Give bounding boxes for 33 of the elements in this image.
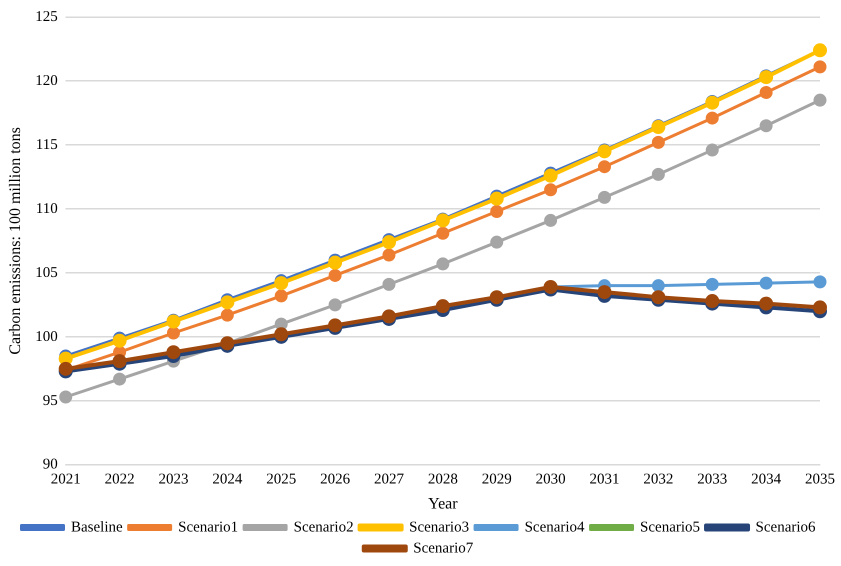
x-tick-label: 2023 (158, 472, 188, 488)
x-tick-label: 2032 (643, 472, 674, 488)
legend-label: Scenario5 (640, 519, 700, 536)
x-tick-label: 2035 (805, 472, 835, 488)
legend-label: Scenario6 (756, 519, 816, 536)
x-tick-label: 2021 (50, 472, 81, 488)
legend-label: Scenario4 (524, 519, 586, 536)
x-tick-label: 2024 (212, 472, 243, 488)
y-tick-label: 90 (42, 456, 58, 473)
x-tick-label: 2022 (104, 472, 135, 488)
x-tick-label: 2025 (266, 472, 296, 488)
x-tick-label: 2031 (589, 472, 620, 488)
legend-label: Scenario1 (178, 519, 238, 536)
x-tick-label: 2028 (428, 472, 458, 488)
x-tick-label: 2033 (697, 472, 728, 488)
x-tick-label: 2029 (482, 472, 512, 488)
x-tick-label: 2034 (751, 472, 782, 488)
y-tick-label: 95 (42, 392, 58, 409)
y-tick-label: 115 (36, 136, 58, 153)
x-tick-label: 2027 (374, 472, 404, 488)
x-tick-label: 2030 (536, 472, 566, 488)
x-tick-label: 2026 (320, 472, 351, 488)
y-tick-label: 110 (36, 200, 58, 217)
legend-label: Scenario2 (294, 519, 354, 536)
y-axis-title: Carbon emissions: 100 million tons (6, 127, 24, 355)
y-tick-label: 100 (35, 328, 58, 345)
y-tick-label: 105 (35, 264, 58, 281)
legend-label: Baseline (70, 519, 123, 536)
x-axis-title: Year (428, 496, 458, 513)
y-tick-label: 125 (35, 8, 58, 25)
y-tick-label: 120 (35, 72, 58, 89)
legend-label: Scenario3 (409, 519, 470, 536)
legend-label: Scenario7 (413, 540, 474, 556)
